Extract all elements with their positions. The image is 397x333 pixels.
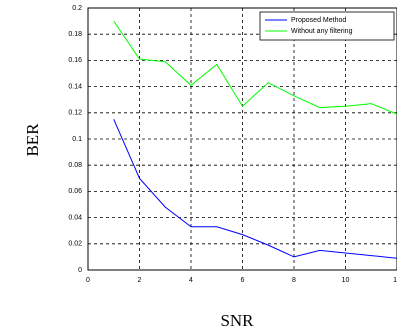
legend-label: Without any filtering	[291, 28, 353, 35]
y-tick-label: 0.18	[68, 31, 82, 38]
y-tick-label: 0.2	[72, 5, 82, 12]
legend-box	[259, 11, 395, 41]
y-tick-label: 0.1	[72, 136, 82, 143]
y-tick-label: 0.16	[68, 57, 82, 64]
y-tick-label: 0	[78, 267, 82, 274]
y-axis-label: BER	[23, 123, 42, 157]
x-tick-label: 8	[292, 277, 296, 284]
y-tick-label: 0.12	[68, 110, 82, 117]
legend-label: Proposed Method	[291, 17, 346, 24]
x-axis-label: SNR	[220, 311, 254, 330]
x-tick-label: 10	[342, 277, 350, 284]
y-tick-label: 0.02	[68, 241, 82, 248]
y-tick-label: 0.08	[68, 162, 82, 169]
y-tick-label: 0.14	[68, 83, 82, 90]
y-tick-label: 0.04	[68, 214, 82, 221]
line-series	[113, 20, 397, 115]
x-tick-label: 6	[241, 277, 245, 284]
x-tick-label: 0	[86, 277, 90, 284]
line-series	[113, 119, 397, 259]
x-tick-label: 4	[189, 277, 193, 284]
x-tick-label: 12	[393, 277, 397, 284]
y-tick-label: 0.06	[68, 188, 82, 195]
x-tick-label: 2	[138, 277, 142, 284]
